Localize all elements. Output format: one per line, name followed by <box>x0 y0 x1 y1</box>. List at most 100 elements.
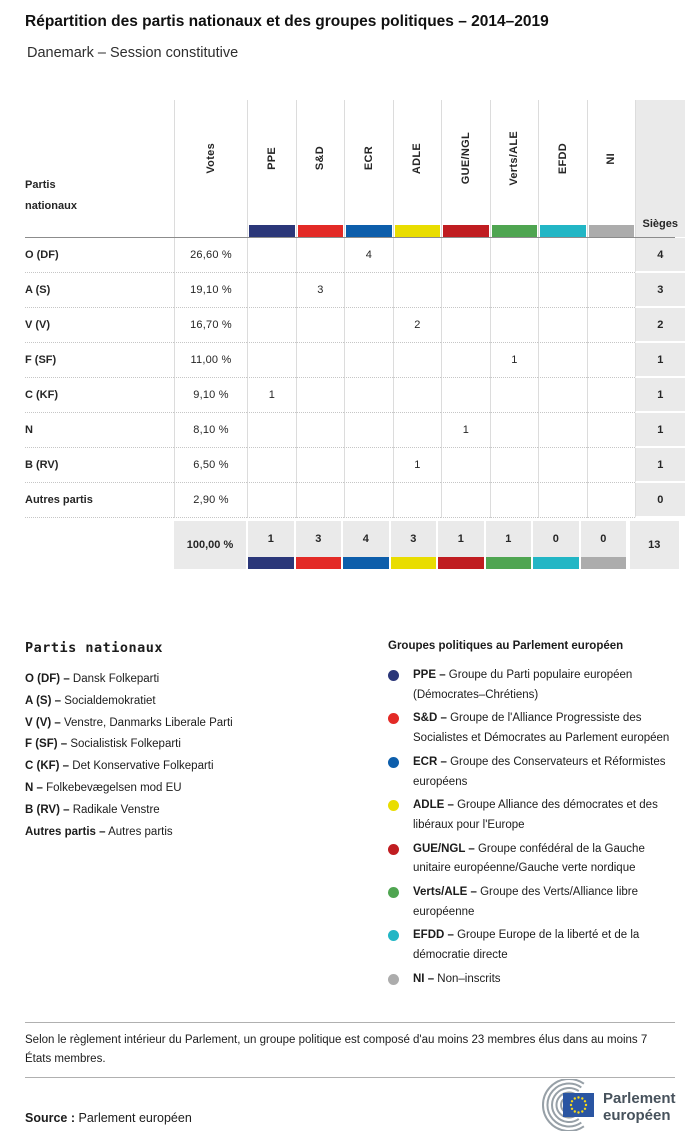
total-seat-value: 4 <box>362 533 369 545</box>
legend-party-item: O (DF) – Dansk Folkeparti <box>25 673 160 685</box>
votes-cell: 8,10 % <box>174 413 247 448</box>
seat-cell-GUE/NGL <box>441 238 490 273</box>
legend-party-abbr: N – <box>25 781 43 794</box>
seat-cell-Verts/ALE <box>489 413 538 448</box>
group-header-ADLE: ADLE <box>392 100 442 237</box>
total-color-bar <box>580 557 626 569</box>
votes-cell: 9,10 % <box>174 378 247 413</box>
table-row: B (RV) 6,50 % 1 1 <box>25 448 685 483</box>
group-color-bar <box>540 225 586 237</box>
votes-column-label: Votes <box>205 143 217 174</box>
seat-cell-EFDD <box>538 343 587 378</box>
total-sieges-cell: 13 <box>626 521 679 569</box>
page-title: Répartition des partis nationaux et des … <box>25 13 549 30</box>
total-seat-cell-PPE: 1 <box>246 521 294 569</box>
total-seat-value: 1 <box>505 533 512 545</box>
group-color-bar <box>297 225 343 237</box>
party-cell: Autres partis <box>25 483 174 518</box>
seat-cell-NI <box>586 308 635 343</box>
legend-party-item: V (V) – Venstre, Danmarks Liberale Parti <box>25 716 233 729</box>
total-color-bar <box>438 557 484 569</box>
seat-cell-ADLE <box>392 483 441 518</box>
legend-party-item: A (S) – Socialdemokratiet <box>25 694 156 707</box>
votes-cell: 2,90 % <box>174 483 247 518</box>
seat-cell-GUE/NGL <box>441 483 490 518</box>
total-color-bar <box>390 557 436 569</box>
seat-cell-NI <box>586 378 635 413</box>
group-header-S&D: S&D <box>295 100 345 237</box>
total-group-cells: 1 3 4 3 1 1 0 0 <box>246 521 626 569</box>
seat-cell-EFDD <box>538 308 587 343</box>
total-seat-cell-NI: 0 <box>578 521 626 569</box>
logo-wordmark-line1: Parlement <box>603 1090 676 1107</box>
group-header-label: EFDD <box>556 142 569 175</box>
legend-group-abbr: ADLE – <box>413 799 454 812</box>
group-color-bar <box>491 225 537 237</box>
votes-cell: 26,60 % <box>174 238 247 273</box>
eu-stars <box>569 1096 588 1114</box>
group-header-GUE/NGL: GUE/NGL <box>441 100 490 237</box>
sieges-column-label: Sièges <box>642 218 678 230</box>
seat-cell-ADLE: 2 <box>392 308 441 343</box>
seat-cell-ECR <box>344 483 393 518</box>
legend-group-abbr: EFDD – <box>413 929 454 942</box>
total-seat-value: 3 <box>410 533 417 545</box>
seat-cell-PPE <box>247 413 296 448</box>
legend-group-abbr: GUE/NGL – <box>413 842 475 855</box>
seat-cell-S&D <box>295 378 344 413</box>
group-header-label: ADLE <box>411 142 424 175</box>
seat-cell-Verts/ALE <box>489 483 538 518</box>
sieges-cell: 1 <box>635 343 685 378</box>
total-seat-cell-ECR: 4 <box>341 521 389 569</box>
seat-cell-NI <box>586 448 635 483</box>
sieges-cell: 0 <box>635 483 685 518</box>
table-body: O (DF) 26,60 % 4 4 A (S) 19,10 % 3 3 V (V) 16,70 … <box>25 238 685 518</box>
total-seat-value: 1 <box>267 533 274 545</box>
group-header-ECR: ECR <box>344 100 393 237</box>
seat-cell-ECR <box>344 343 393 378</box>
party-cell: A (S) <box>25 273 174 308</box>
group-color-bar <box>443 225 489 237</box>
table-row: C (KF) 9,10 % 1 1 <box>25 378 685 413</box>
header-cell-votes: Votes <box>174 100 247 237</box>
seat-cell-S&D <box>295 343 344 378</box>
seat-cell-Verts/ALE <box>489 238 538 273</box>
legend-national-parties: Partis nationaux O (DF) – Dansk Folkepar… <box>25 640 365 843</box>
total-color-bar <box>485 557 531 569</box>
seat-cell-S&D <box>295 238 344 273</box>
table-row: Autres partis 2,90 % 0 <box>25 483 685 518</box>
votes-cell: 11,00 % <box>174 343 247 378</box>
legend-parties-items: O (DF) – Dansk Folkeparti A (S) – Sociald… <box>25 669 365 843</box>
seat-cell-ECR <box>344 308 393 343</box>
table-row: N 8,10 % 1 1 <box>25 413 685 448</box>
legend-group-item: Verts/ALE – Groupe des Verts/Alliance li… <box>388 883 680 922</box>
party-cell: F (SF) <box>25 343 174 378</box>
total-seat-cell-EFDD: 0 <box>531 521 579 569</box>
sieges-cell: 1 <box>635 448 685 483</box>
seat-cell-Verts/ALE <box>489 273 538 308</box>
legend-political-groups: Groupes politiques au Parlement européen… <box>388 640 680 994</box>
european-parliament-logo: Parlement européen <box>542 1079 676 1131</box>
seat-cell-S&D <box>295 413 344 448</box>
seat-cell-Verts/ALE <box>489 448 538 483</box>
header-cell-sieges: Sièges <box>635 100 685 237</box>
legend-party-abbr: O (DF) – <box>25 673 70 685</box>
legend-group-abbr: S&D – <box>413 712 447 725</box>
seat-cell-EFDD <box>538 448 587 483</box>
seat-cell-PPE: 1 <box>247 378 296 413</box>
total-seat-value: 1 <box>457 533 464 545</box>
seat-cell-ADLE: 1 <box>392 448 441 483</box>
total-color-bar <box>343 557 389 569</box>
seat-cell-Verts/ALE: 1 <box>489 343 538 378</box>
seat-cell-PPE <box>247 308 296 343</box>
party-cell: C (KF) <box>25 378 174 413</box>
total-seat-value: 0 <box>600 533 607 545</box>
seat-cell-Verts/ALE <box>489 378 538 413</box>
legend-party-item: N – Folkebevægelsen mod EU <box>25 781 182 794</box>
party-cell: V (V) <box>25 308 174 343</box>
total-color-bar <box>248 557 294 569</box>
group-header-label: PPE <box>265 147 278 170</box>
legend-party-abbr: C (KF) – <box>25 760 70 773</box>
seat-cell-GUE/NGL <box>441 273 490 308</box>
